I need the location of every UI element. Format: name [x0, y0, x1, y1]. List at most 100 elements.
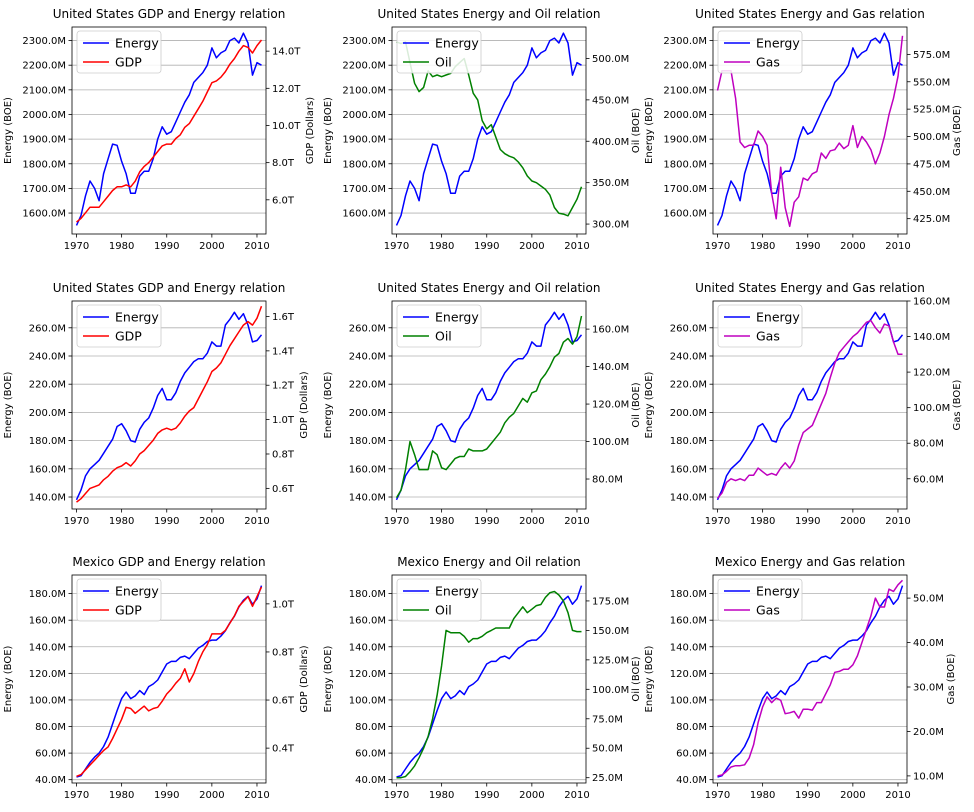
- plot-frame: [71, 300, 267, 510]
- x-tick-label: 2010: [885, 790, 910, 801]
- y2-tick-label: 50.0M: [592, 744, 623, 755]
- legend-label-gas: Gas: [756, 55, 780, 70]
- y-tick-label: 1700.0M: [22, 184, 66, 195]
- y2-tick-label: 1.0T: [272, 599, 295, 610]
- chart-title: United States GDP and Energy relation: [53, 281, 286, 295]
- x-tick-label: 1990: [795, 790, 820, 801]
- y-tick-label: 100.0M: [349, 695, 386, 706]
- chart-panel-4: 1970 1980 1990 2000 2010 140.0M 160.0M 180.0M 20…: [3, 281, 310, 527]
- series-line-gdp: [76, 586, 263, 778]
- legend-label-gas: Gas: [756, 329, 780, 344]
- y2-tick-label: 100.0M: [592, 437, 629, 448]
- legend: Energy GDP: [76, 578, 162, 622]
- y2-axis-label: GDP (Dollars): [299, 371, 310, 438]
- legend: Energy GDP: [76, 304, 162, 348]
- x-tick-label: 1970: [384, 516, 409, 527]
- y2-axis-label: Gas (BOE): [946, 653, 957, 704]
- y2-tick-label: 50.0M: [913, 594, 944, 605]
- y-tick-label: 120.0M: [29, 669, 66, 680]
- series-line-gdp: [76, 39, 263, 223]
- y-tick-label: 2300.0M: [22, 36, 66, 47]
- y2-tick-label: 150.0M: [592, 626, 629, 637]
- chart-title: United States GDP and Energy relation: [53, 7, 286, 21]
- legend-label-gdp: GDP: [115, 603, 142, 618]
- series-line-energy: [395, 32, 582, 226]
- x-tick-label: 1990: [474, 241, 499, 252]
- y2-tick-label: 500.0M: [592, 54, 629, 65]
- y2-tick-label: 1.0T: [272, 415, 295, 426]
- x-tick-label: 1980: [429, 516, 454, 527]
- y2-tick-label: 40.0M: [913, 638, 944, 649]
- y2-tick-label: 0.8T: [272, 449, 295, 460]
- x-tick-label: 1970: [64, 790, 89, 801]
- y2-tick-label: 450.0M: [913, 187, 950, 198]
- legend-label-oil: Oil: [435, 55, 452, 70]
- y-tick-label: 1800.0M: [663, 159, 707, 170]
- y2-tick-label: 160.0M: [913, 297, 950, 308]
- x-tick-label: 1980: [750, 790, 775, 801]
- y-tick-label: 140.0M: [670, 642, 707, 653]
- chart-panel-7: 1970 1980 1990 2000 2010 40.0M 60.0M 80.0M 100.0…: [3, 555, 310, 801]
- y2-tick-label: 0.8T: [272, 647, 295, 658]
- y-tick-label: 2200.0M: [342, 61, 386, 72]
- x-tick-label: 2010: [244, 790, 269, 801]
- y2-tick-label: 30.0M: [913, 683, 944, 694]
- y-tick-label: 60.0M: [676, 749, 707, 760]
- y-tick-label: 2200.0M: [22, 61, 66, 72]
- y-axis-label: Energy (BOE): [644, 645, 655, 712]
- x-tick-label: 2010: [244, 241, 269, 252]
- y-tick-label: 80.0M: [355, 722, 386, 733]
- plot-frame: [391, 300, 587, 510]
- chart-panel-2: 1970 1980 1990 2000 2010 1600.0M 1700.0M 1800.0…: [323, 7, 642, 252]
- x-tick-label: 2010: [244, 516, 269, 527]
- y2-axis-label: Oil (BOE): [631, 108, 642, 153]
- y2-tick-label: 425.0M: [913, 214, 950, 225]
- x-tick-label: 1990: [795, 241, 820, 252]
- x-tick-label: 1990: [154, 516, 179, 527]
- y-tick-label: 60.0M: [35, 749, 66, 760]
- y2-tick-label: 350.0M: [592, 178, 629, 189]
- y-tick-label: 160.0M: [349, 464, 386, 475]
- x-tick-label: 1980: [109, 790, 134, 801]
- y2-tick-label: 475.0M: [913, 159, 950, 170]
- legend-label-gdp: GDP: [115, 55, 142, 70]
- legend-label-oil: Oil: [435, 329, 452, 344]
- x-tick-label: 1970: [705, 241, 730, 252]
- y2-tick-label: 10.0T: [272, 121, 301, 132]
- y-tick-label: 1900.0M: [342, 135, 386, 146]
- x-tick-label: 1970: [705, 516, 730, 527]
- chart-title: Mexico Energy and Oil relation: [397, 555, 581, 569]
- y-tick-label: 200.0M: [349, 408, 386, 419]
- y2-tick-label: 175.0M: [592, 596, 629, 607]
- y-tick-label: 2000.0M: [342, 110, 386, 121]
- x-tick-label: 2010: [885, 241, 910, 252]
- y2-tick-label: 14.0T: [272, 47, 301, 58]
- y-axis-label: Energy (BOE): [323, 645, 334, 712]
- y2-tick-label: 20.0M: [913, 727, 944, 738]
- plot-frame: [712, 26, 908, 235]
- y2-tick-label: 120.0M: [592, 400, 629, 411]
- legend-label-gdp: GDP: [115, 329, 142, 344]
- x-tick-label: 1980: [750, 241, 775, 252]
- legend: Energy Oil: [396, 578, 482, 622]
- y-tick-label: 1600.0M: [663, 209, 707, 220]
- series-line-gas: [717, 579, 904, 777]
- chart-panel-1: 1970 1980 1990 2000 2010 1600.0M 1700.0M 1800.0…: [3, 7, 316, 252]
- x-tick-label: 1990: [795, 516, 820, 527]
- y2-tick-label: 160.0M: [592, 325, 629, 336]
- x-tick-label: 2010: [885, 516, 910, 527]
- y-tick-label: 1800.0M: [342, 159, 386, 170]
- x-tick-label: 2000: [519, 241, 544, 252]
- y-tick-label: 100.0M: [29, 695, 66, 706]
- y-tick-label: 1800.0M: [22, 159, 66, 170]
- y-tick-label: 180.0M: [349, 436, 386, 447]
- y-tick-label: 2300.0M: [663, 36, 707, 47]
- y-tick-label: 200.0M: [670, 408, 707, 419]
- y-tick-label: 1900.0M: [663, 135, 707, 146]
- x-tick-label: 1970: [384, 241, 409, 252]
- series-line-oil: [395, 315, 583, 499]
- y2-tick-label: 12.0T: [272, 84, 301, 95]
- series-line-oil: [396, 590, 582, 779]
- x-tick-label: 2010: [564, 516, 589, 527]
